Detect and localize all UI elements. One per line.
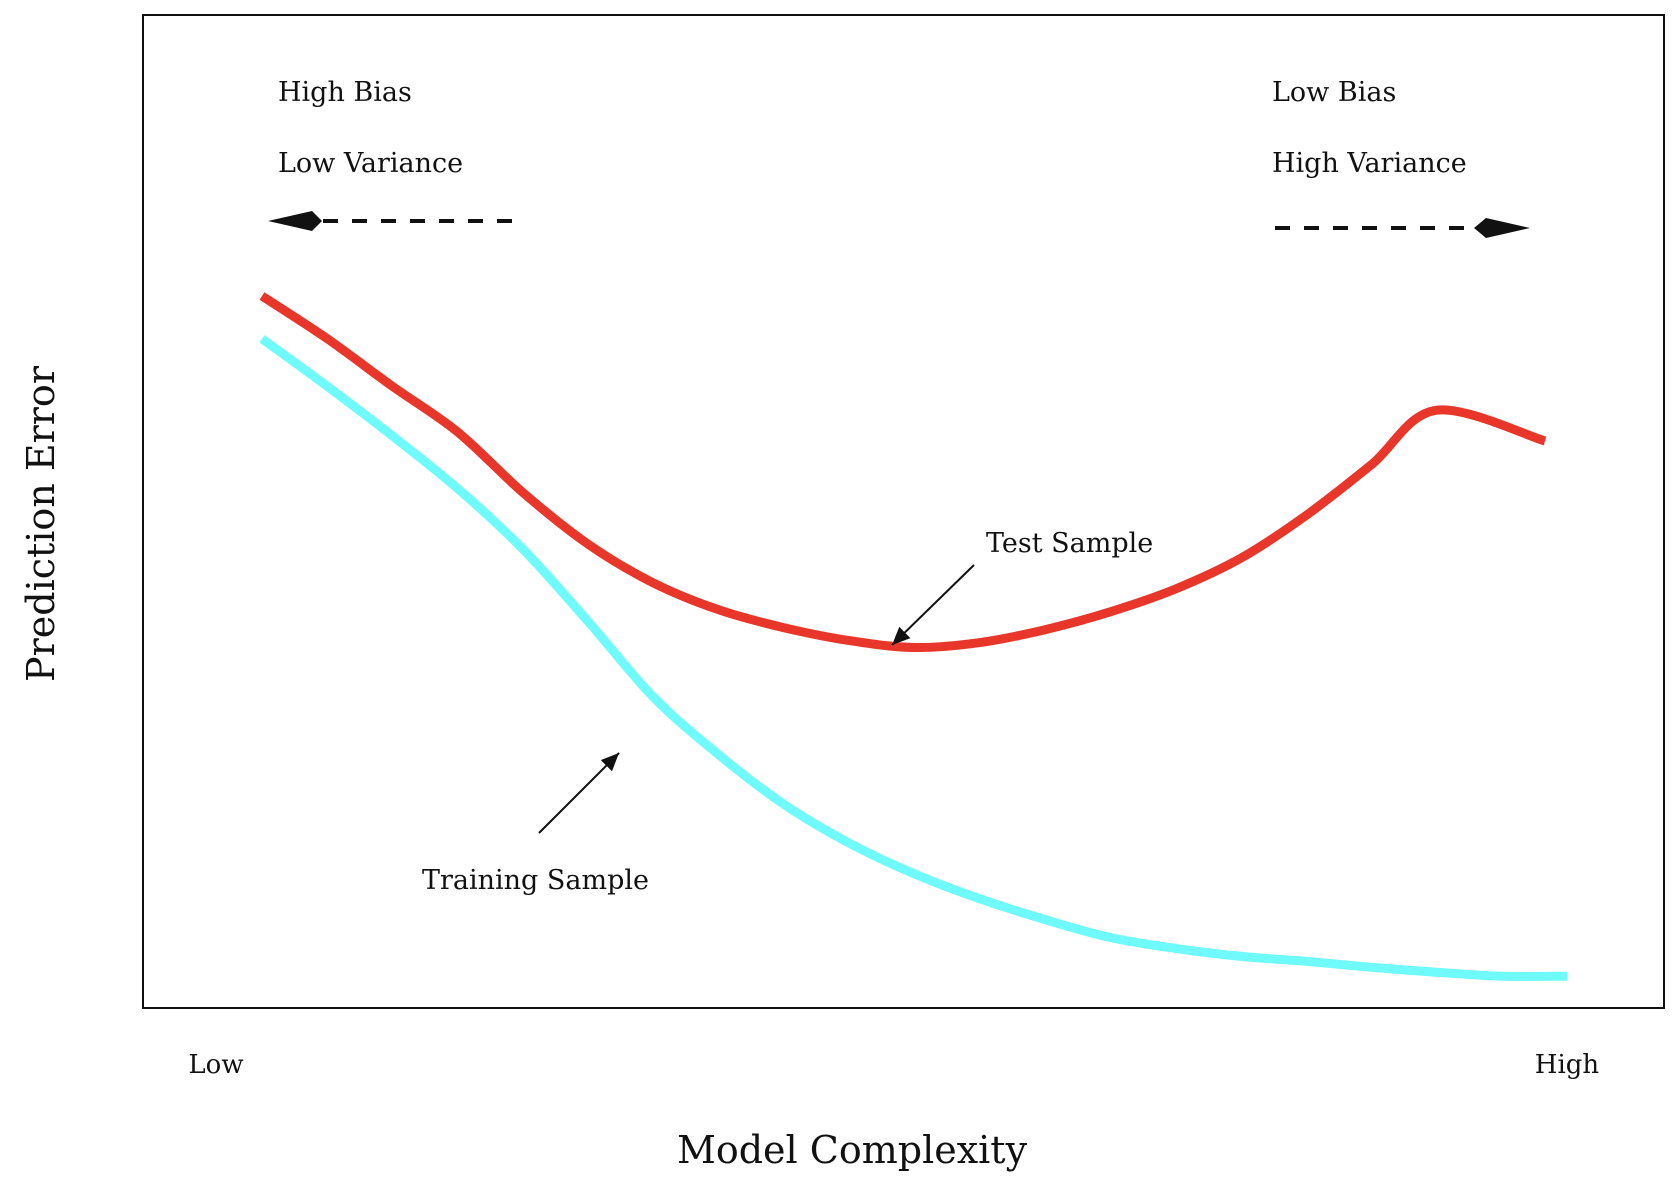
x-axis-title: Model Complexity xyxy=(677,1128,1028,1172)
right-dashed-arrow xyxy=(1275,218,1530,238)
test-sample-label: Test Sample xyxy=(986,528,1153,559)
y-axis-title: Prediction Error xyxy=(19,365,63,682)
training-sample-arrow xyxy=(538,752,620,834)
series-layer xyxy=(259,292,1568,982)
high-variance-label: High Variance xyxy=(1272,148,1467,179)
low-variance-label: Low Variance xyxy=(278,148,463,179)
low-bias-label: Low Bias xyxy=(1272,77,1396,108)
training-sample-curve xyxy=(259,335,1568,982)
x-tick-low: Low xyxy=(188,1050,243,1080)
test-sample-curve xyxy=(259,292,1547,653)
left-dashed-arrow xyxy=(268,211,512,231)
high-bias-label: High Bias xyxy=(278,77,412,108)
plot-frame xyxy=(142,14,1665,1009)
test-sample-arrow xyxy=(891,564,975,646)
training-sample-label: Training Sample xyxy=(422,865,649,896)
x-tick-high: High xyxy=(1535,1050,1600,1080)
